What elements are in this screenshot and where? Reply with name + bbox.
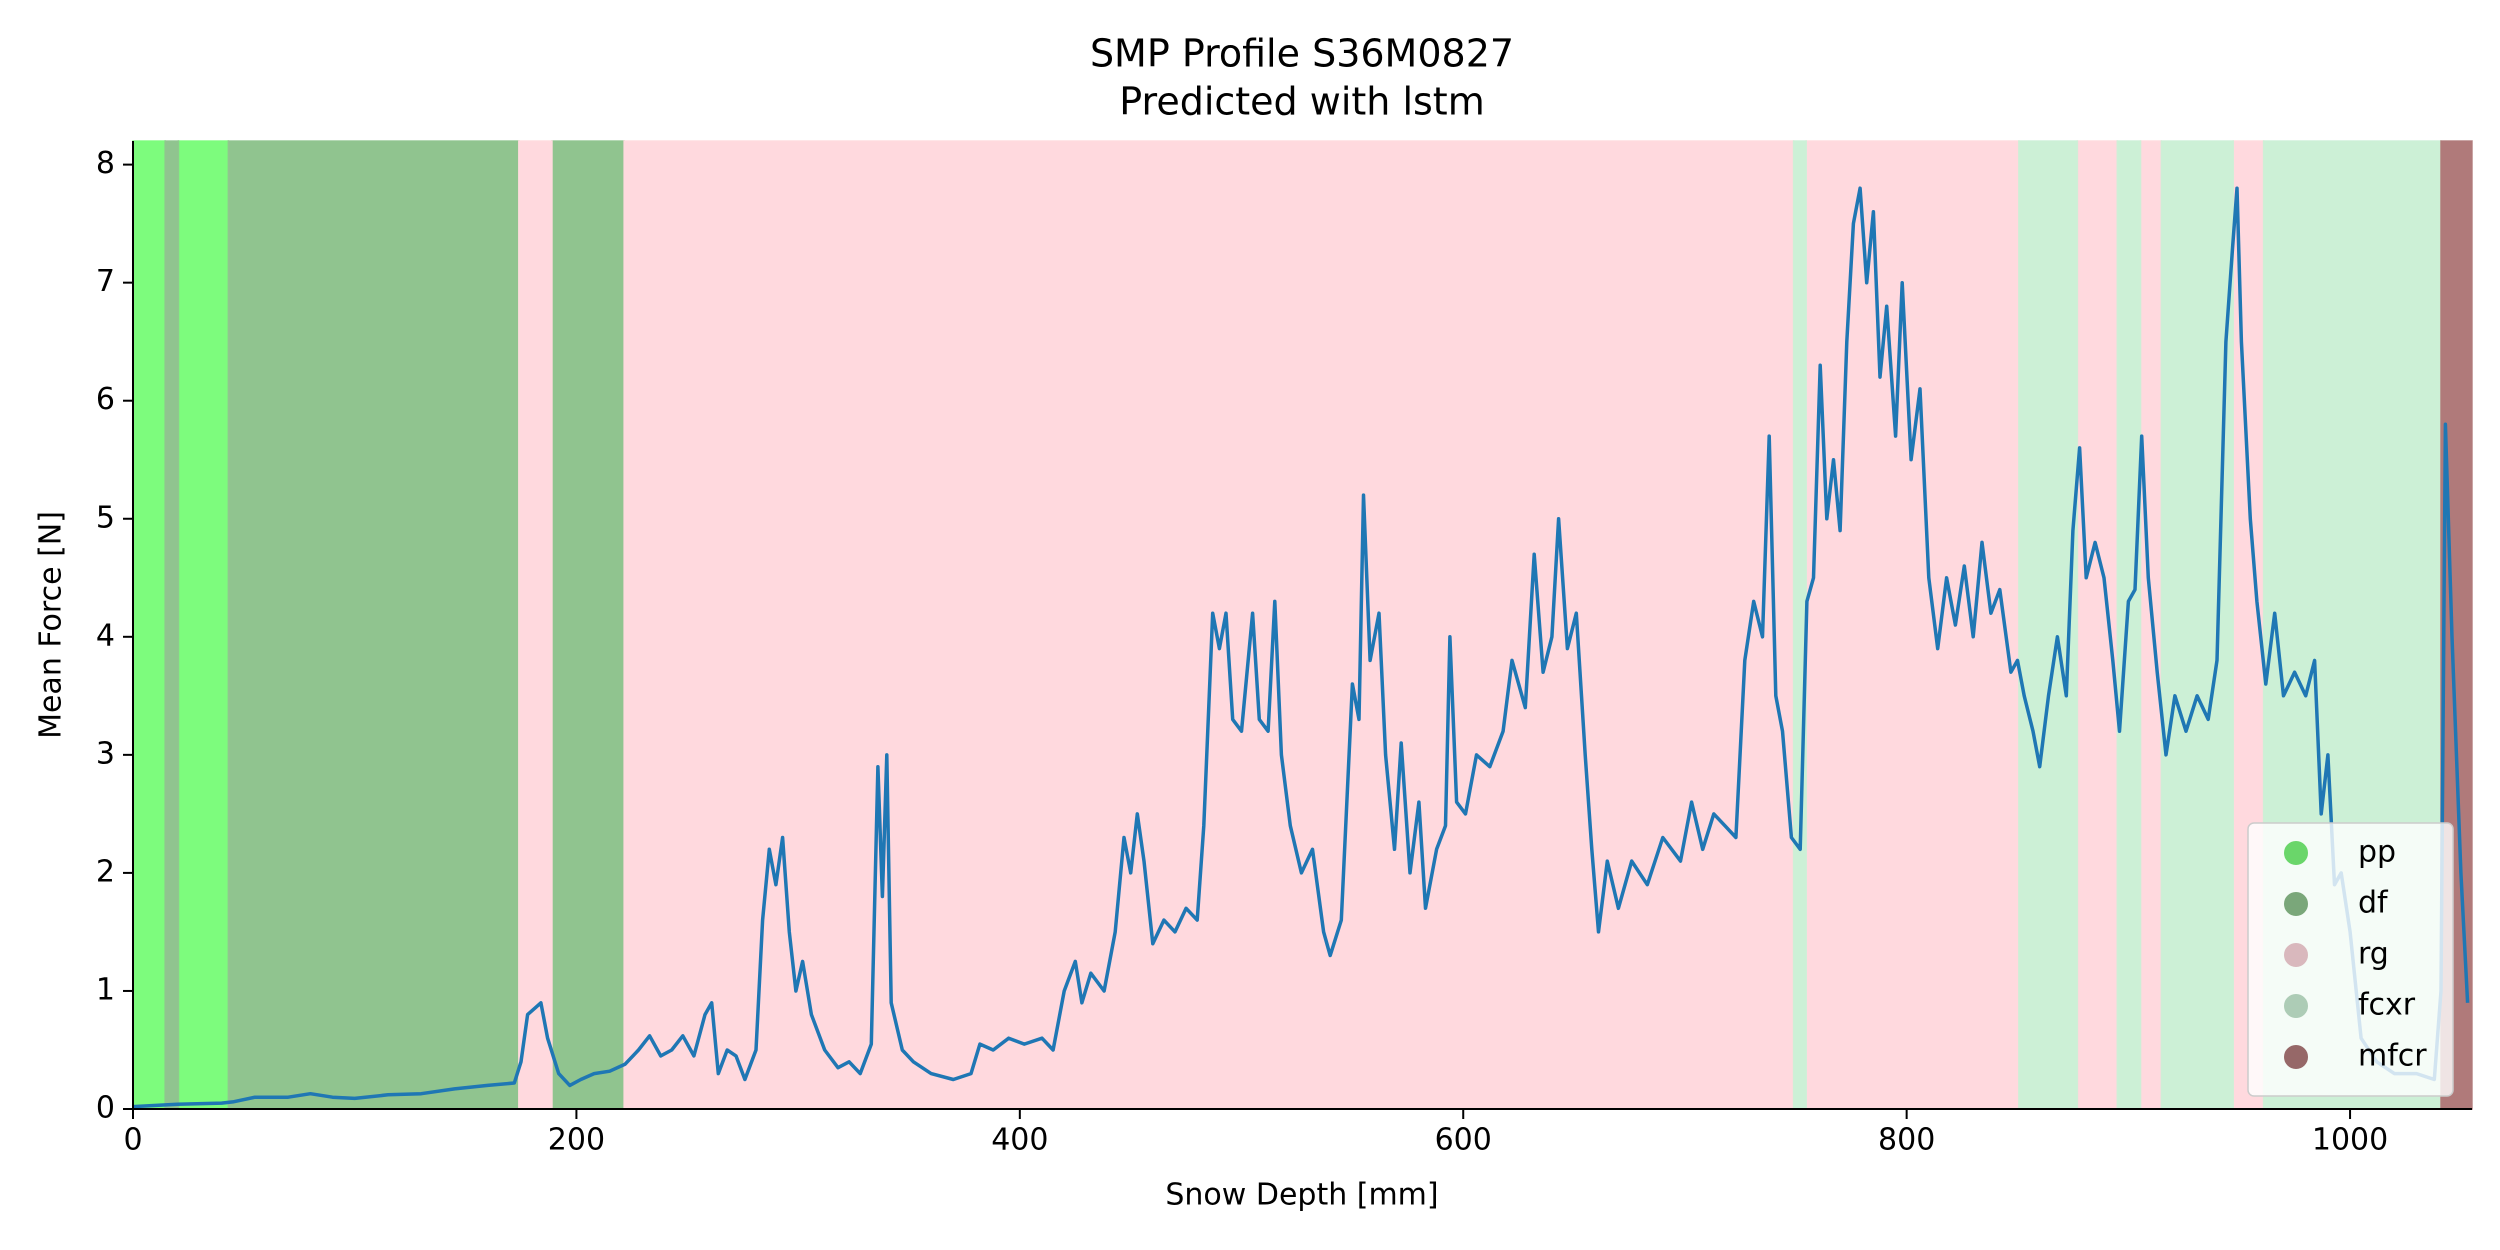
y-tick-label: 7 xyxy=(96,264,115,299)
legend-label: mfcr xyxy=(2358,1039,2427,1074)
y-tick-label: 5 xyxy=(96,500,115,535)
class-span xyxy=(2116,140,2142,1110)
class-span xyxy=(518,140,553,1110)
legend-label: rg xyxy=(2358,937,2389,972)
x-tick-label: 400 xyxy=(991,1123,1048,1158)
class-span xyxy=(2076,140,2119,1110)
x-tick-label: 600 xyxy=(1435,1123,1492,1158)
class-span xyxy=(2160,140,2234,1110)
legend-label: df xyxy=(2358,886,2389,921)
class-span xyxy=(551,140,625,1110)
y-tick-label: 1 xyxy=(96,972,115,1007)
y-tick-label: 4 xyxy=(96,618,115,653)
legend-label: pp xyxy=(2358,835,2396,870)
legend-marker xyxy=(2284,1045,2308,1069)
class-span xyxy=(164,140,180,1110)
class-span xyxy=(2139,140,2163,1110)
class-span xyxy=(1792,140,1807,1110)
legend-marker xyxy=(2284,892,2308,916)
legend-marker xyxy=(2284,994,2308,1018)
legend-label: fcxr xyxy=(2358,988,2416,1023)
x-tick-label: 0 xyxy=(123,1123,142,1158)
x-tick-label: 200 xyxy=(548,1123,605,1158)
class-span xyxy=(623,140,1795,1110)
y-tick-label: 0 xyxy=(96,1091,115,1126)
force-line xyxy=(132,186,2470,1109)
x-axis-label: Snow Depth [mm] xyxy=(1165,1178,1438,1213)
legend-box xyxy=(2247,822,2454,1097)
class-span xyxy=(1805,140,2020,1110)
y-tick-label: 6 xyxy=(96,382,115,417)
chart-title: SMP Profile S36M0827 xyxy=(1090,32,1514,76)
class-span xyxy=(177,140,230,1110)
class-span xyxy=(227,140,520,1110)
legend-marker xyxy=(2284,841,2308,865)
x-tick-label: 800 xyxy=(1878,1123,1935,1158)
y-axis-label: Mean Force [N] xyxy=(34,511,69,739)
class-span xyxy=(132,140,166,1110)
y-tick-label: 8 xyxy=(96,146,115,181)
chart-subtitle: Predicted with lstm xyxy=(1119,80,1484,124)
y-tick-label: 3 xyxy=(96,736,115,771)
legend-marker xyxy=(2284,943,2308,967)
y-tick-label: 2 xyxy=(96,854,115,889)
x-tick-label: 1000 xyxy=(2312,1123,2388,1158)
